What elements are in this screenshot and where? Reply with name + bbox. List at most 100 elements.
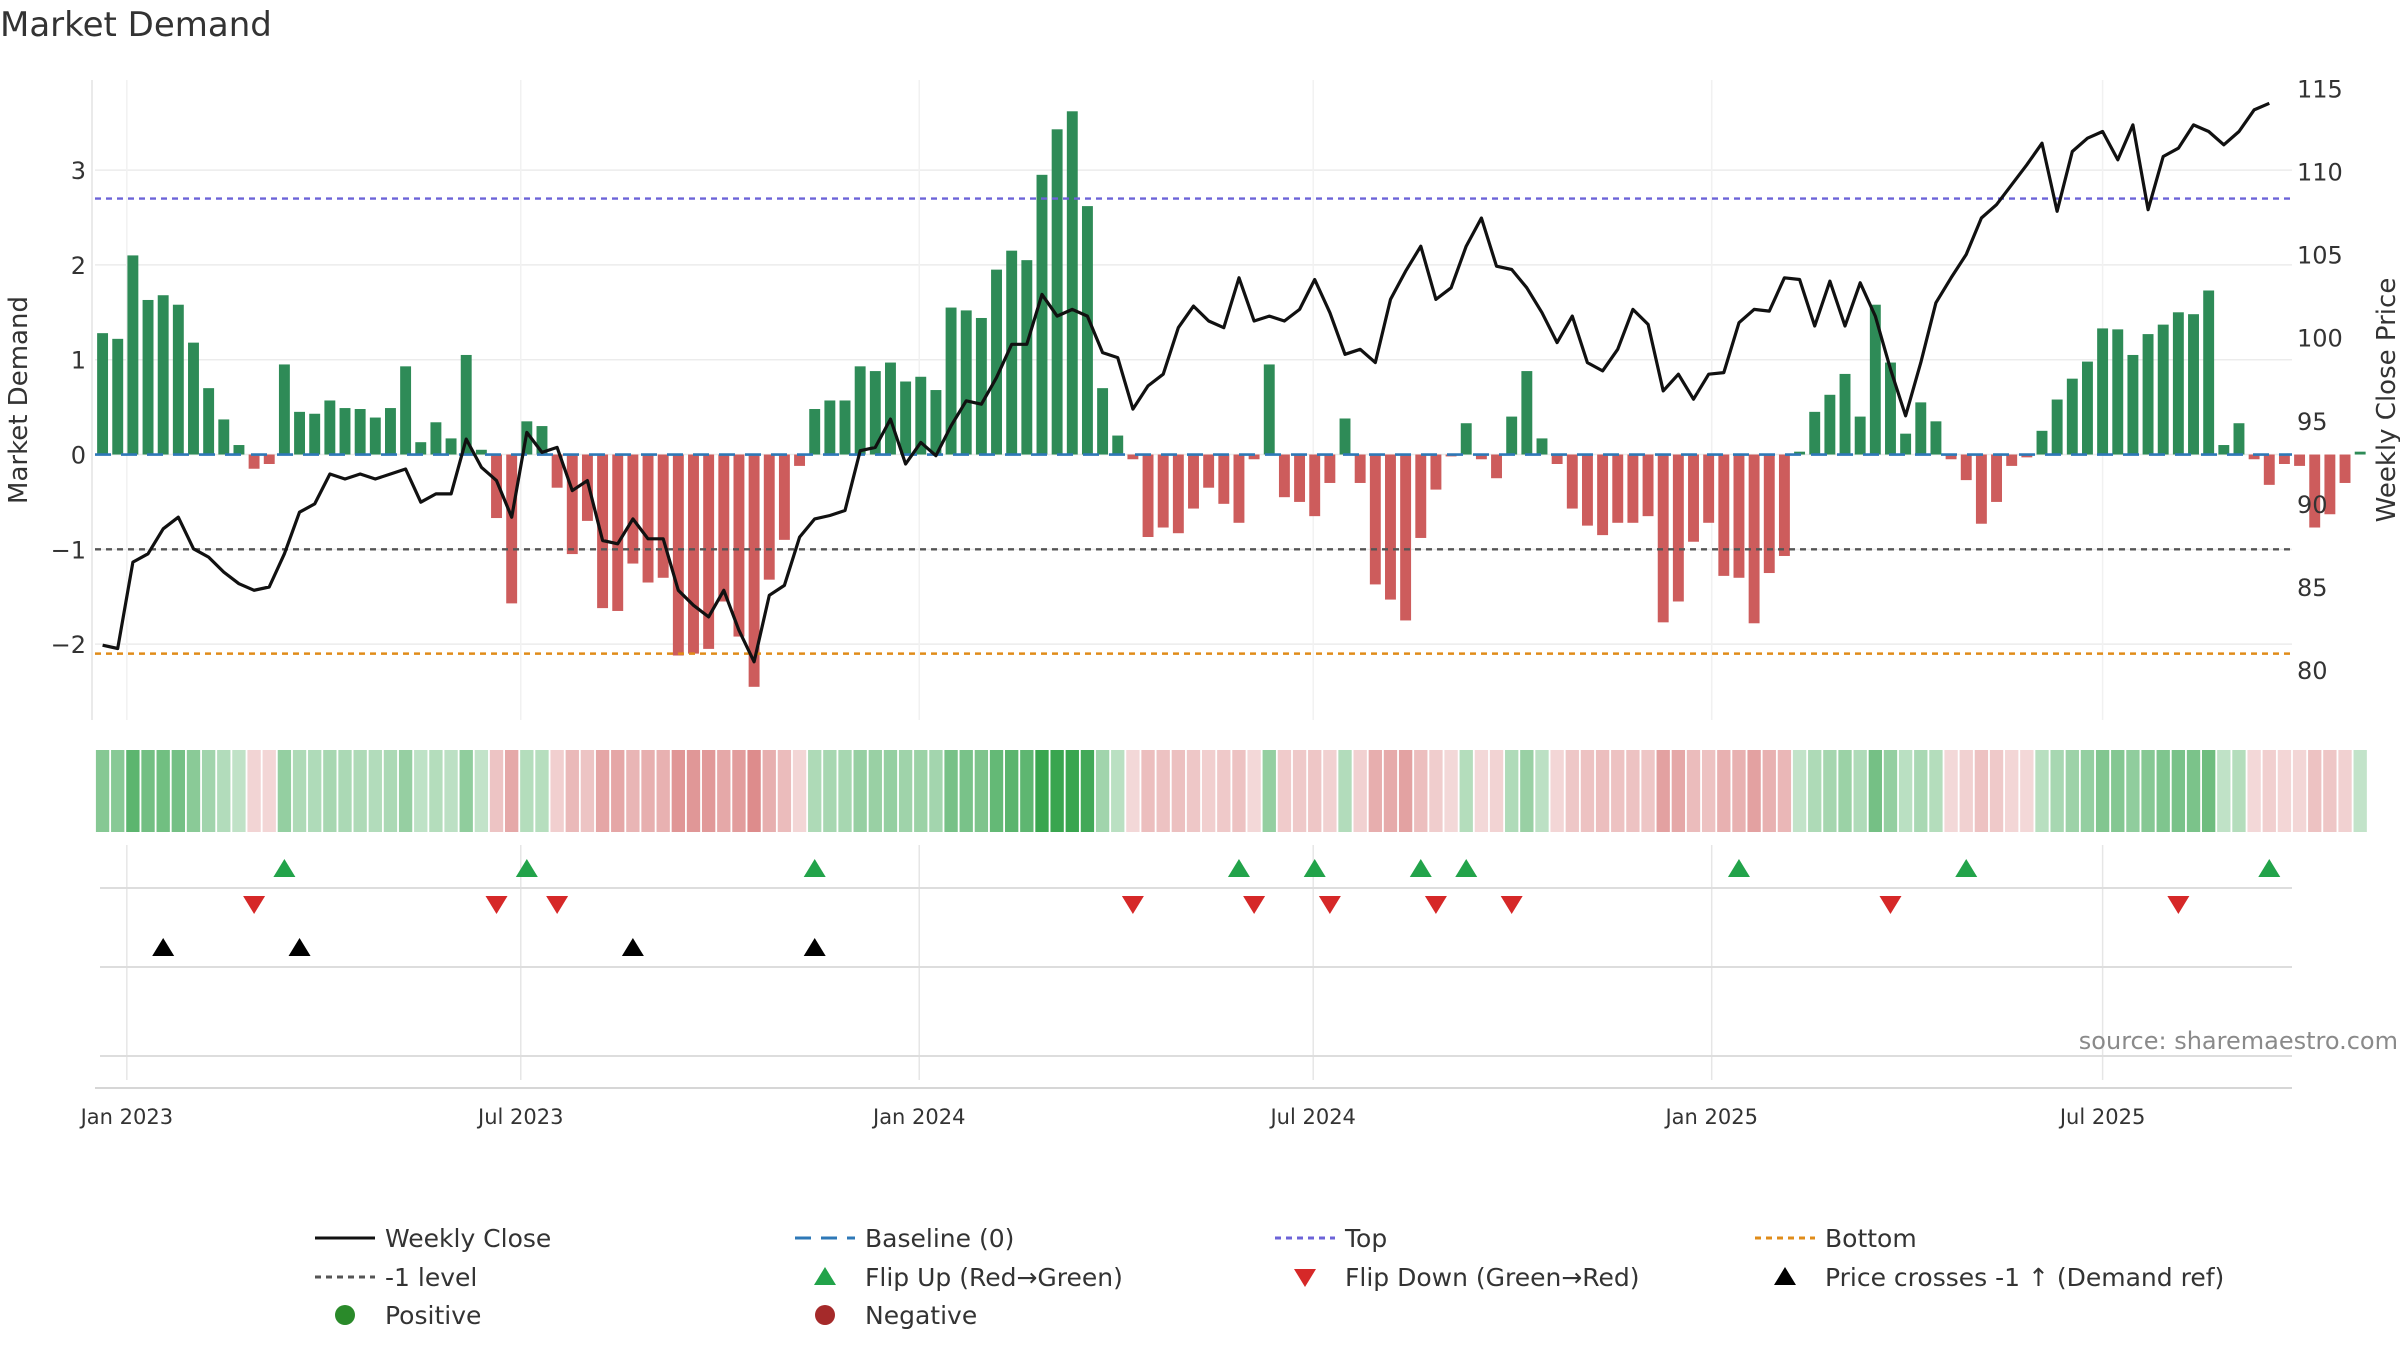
- demand-bar-positive: [1900, 433, 1912, 455]
- heat-cell: [2323, 750, 2337, 832]
- demand-bar-positive: [1263, 364, 1275, 455]
- heat-cell: [550, 750, 564, 832]
- heat-cell: [1126, 750, 1140, 832]
- demand-bar-positive: [839, 400, 851, 455]
- heat-cell: [262, 750, 276, 832]
- heat-cell: [883, 750, 898, 832]
- heat-cell: [1414, 750, 1428, 832]
- demand-bar-positive: [1521, 371, 1533, 455]
- heat-cell: [2262, 750, 2276, 832]
- demand-bar-positive: [142, 299, 154, 455]
- y-axis-label: Market Demand: [4, 296, 34, 504]
- demand-bar-negative: [566, 454, 578, 555]
- demand-bar-negative: [1581, 454, 1593, 526]
- heat-cell: [277, 750, 292, 832]
- heat-cell: [1550, 750, 1564, 832]
- legend-label: Bottom: [1825, 1224, 1917, 1253]
- heat-cell: [853, 750, 867, 832]
- demand-bar-positive: [2172, 312, 2184, 455]
- demand-bar-positive: [1506, 416, 1518, 455]
- heat-cell: [792, 750, 807, 832]
- demand-bar-negative: [733, 454, 745, 637]
- demand-bar-negative: [1975, 454, 1987, 524]
- heat-cell: [505, 750, 519, 832]
- demand-bar-negative: [2324, 454, 2336, 515]
- heat-cell: [1868, 750, 1882, 832]
- legend-label: Price crosses -1 ↑ (Demand ref): [1825, 1263, 2224, 1292]
- heat-cell: [2353, 750, 2367, 832]
- heat-cell: [1247, 750, 1261, 832]
- heat-cell: [656, 750, 670, 832]
- demand-bar-negative: [763, 454, 775, 580]
- demand-bar-negative: [672, 454, 684, 656]
- demand-bar-negative: [1763, 454, 1775, 574]
- demand-bar-negative: [1172, 454, 1184, 534]
- demand-bar-negative: [1688, 454, 1699, 542]
- demand-bar-positive: [2066, 378, 2078, 455]
- demand-bar-negative: [1627, 454, 1639, 523]
- heat-cell: [2232, 750, 2246, 832]
- heat-cell: [1459, 750, 1473, 832]
- heat-cell: [2111, 750, 2125, 832]
- demand-bar-negative: [551, 454, 563, 488]
- heat-cell: [1201, 750, 1216, 832]
- demand-bar-positive: [2157, 324, 2169, 455]
- heat-cell: [1853, 750, 1867, 832]
- demand-bar-positive: [2036, 430, 2048, 455]
- flip-up-marker: [515, 859, 538, 877]
- demand-bar-negative: [718, 454, 730, 602]
- demand-bar-positive: [1915, 402, 1927, 455]
- demand-bar-positive: [188, 342, 199, 455]
- demand-bar-positive: [157, 295, 169, 455]
- demand-bar-negative: [1491, 454, 1502, 479]
- heat-cell: [1050, 750, 1064, 832]
- heat-cell: [1005, 750, 1019, 832]
- heat-cell: [1974, 750, 1989, 832]
- demand-bar-positive: [1794, 451, 1806, 455]
- heat-cell: [535, 750, 549, 832]
- flip-down-marker: [2167, 896, 2190, 914]
- demand-bar-negative: [1945, 454, 1957, 460]
- demand-bar-negative: [688, 454, 699, 654]
- demand-bar-negative: [1718, 454, 1730, 576]
- demand-bar-positive: [415, 442, 427, 455]
- heat-cell: [2292, 750, 2307, 832]
- demand-bar-negative: [1475, 454, 1487, 460]
- heat-cell: [944, 750, 958, 832]
- demand-bar-positive: [869, 371, 881, 455]
- heat-cell: [747, 750, 761, 832]
- y-tick-label: 1: [71, 347, 86, 375]
- y2-tick-label: 110: [2297, 158, 2343, 186]
- legend-label: -1 level: [385, 1263, 477, 1292]
- y2-tick-label: 100: [2297, 325, 2343, 353]
- heat-cell: [1141, 750, 1155, 832]
- heat-cell: [2156, 750, 2170, 832]
- heat-cell: [1368, 750, 1382, 832]
- demand-bar-negative: [1354, 454, 1366, 483]
- flip-up-marker: [1227, 859, 1250, 877]
- demand-bar-negative: [1127, 454, 1139, 460]
- flip-up-marker: [1955, 859, 1978, 877]
- demand-bar-positive: [218, 419, 230, 455]
- demand-bar-positive: [1824, 394, 1836, 455]
- demand-bar-positive: [1066, 111, 1078, 455]
- heat-cell: [671, 750, 686, 832]
- heat-cell: [595, 750, 610, 832]
- legend-swatch-price-crosses-1-demand-ref: [1774, 1267, 1796, 1285]
- demand-bar-negative: [1233, 454, 1245, 523]
- heat-cell: [641, 750, 655, 832]
- demand-bar-positive: [172, 304, 184, 455]
- heat-cell: [1595, 750, 1610, 832]
- demand-bar-negative: [491, 454, 502, 519]
- demand-bar-negative: [1142, 454, 1154, 538]
- heat-cell: [1701, 750, 1716, 832]
- demand-bar-negative: [1657, 454, 1669, 623]
- heat-cell: [1020, 750, 1034, 832]
- heat-cell: [762, 750, 776, 832]
- heat-cell: [459, 750, 473, 832]
- heat-cell: [1944, 750, 1958, 832]
- source-note: source: sharemaestro.com: [2079, 1027, 2398, 1055]
- heat-cell: [2338, 750, 2352, 832]
- demand-bar-negative: [1369, 454, 1381, 585]
- demand-bar-negative: [627, 454, 639, 564]
